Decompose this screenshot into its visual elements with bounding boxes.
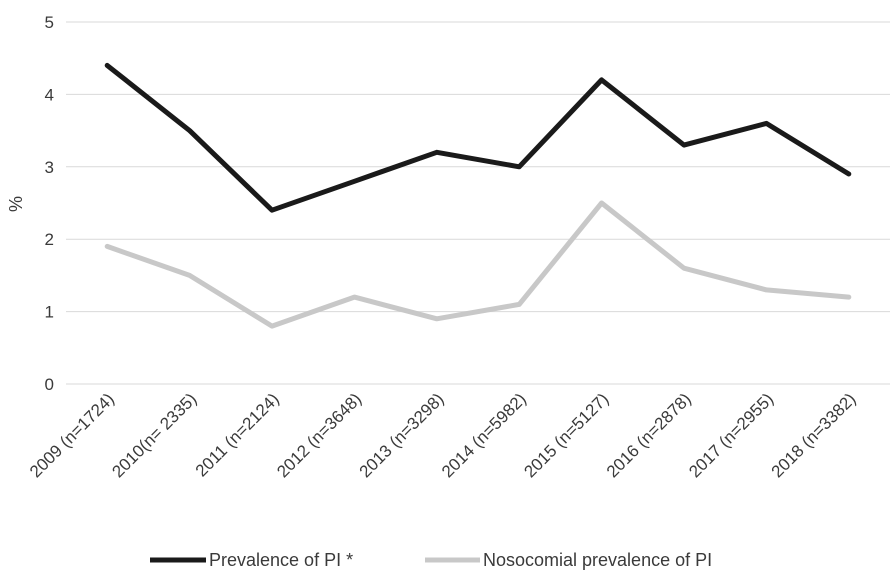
series-line-0: [104, 62, 852, 213]
x-tick-label: 2015 (n=5127): [520, 389, 612, 481]
y-tick-label: 3: [45, 158, 54, 177]
y-tick-label: 4: [45, 85, 54, 104]
x-axis-ticks: 2009 (n=1724)2010(n= 2335)2011 (n=2124)2…: [26, 389, 860, 481]
y-axis-label: %: [6, 196, 26, 212]
x-tick-label: 2017 (n=2955): [685, 389, 777, 481]
x-tick-label: 2016 (n=2878): [603, 389, 695, 481]
x-tick-label: 2013 (n=3298): [356, 389, 448, 481]
x-tick-label: 2014 (n=5982): [438, 389, 530, 481]
series-line-1: [104, 200, 852, 329]
y-axis-ticks: 0 1 2 3 4 5: [45, 13, 54, 394]
y-tick-label: 0: [45, 375, 54, 394]
x-tick-label: 2010(n= 2335): [108, 389, 200, 481]
legend-label-prevalence: Prevalence of PI *: [209, 550, 353, 570]
x-tick-label: 2011 (n=2124): [192, 389, 283, 480]
x-tick-label: 2018 (n=3382): [768, 389, 860, 481]
series-lines: [104, 62, 852, 329]
x-tick-label: 2012 (n=3648): [273, 389, 365, 481]
y-tick-label: 5: [45, 13, 54, 32]
legend: Prevalence of PI * Nosocomial prevalence…: [150, 550, 712, 570]
legend-label-nosocomial: Nosocomial prevalence of PI: [483, 550, 712, 570]
gridlines: [66, 21, 890, 385]
y-tick-label: 1: [45, 303, 54, 322]
y-tick-label: 2: [45, 230, 54, 249]
x-tick-label: 2009 (n=1724): [26, 389, 118, 481]
